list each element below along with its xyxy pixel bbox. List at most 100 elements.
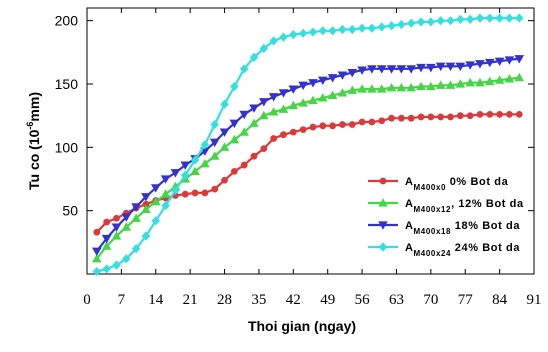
data-point	[368, 118, 376, 126]
legend-label: AM400x18 18% Bot da	[405, 220, 520, 236]
data-point	[445, 62, 456, 72]
data-point	[142, 200, 150, 208]
data-point	[426, 63, 436, 73]
data-point	[317, 76, 328, 85]
data-point	[131, 203, 141, 212]
data-point	[504, 74, 515, 83]
data-point	[180, 161, 191, 170]
data-point	[484, 76, 495, 86]
data-point	[506, 111, 513, 118]
data-point	[229, 134, 240, 144]
data-point	[376, 65, 387, 74]
data-point	[426, 17, 436, 27]
data-point	[170, 169, 181, 178]
data-point	[221, 176, 228, 184]
data-point	[435, 80, 446, 89]
data-point	[358, 118, 366, 126]
data-point	[111, 231, 122, 240]
legend-label-subscript: M400x0	[414, 183, 447, 192]
data-point	[102, 264, 111, 274]
data-point	[280, 131, 287, 139]
data-point	[268, 107, 279, 116]
data-point	[486, 111, 494, 118]
data-point	[396, 65, 407, 74]
data-point	[161, 201, 170, 211]
x-tick-label: 63	[389, 292, 404, 308]
data-point	[131, 213, 141, 222]
y-tick-label: 200	[55, 13, 79, 29]
data-point	[327, 90, 338, 99]
data-point	[278, 89, 289, 98]
data-point	[240, 161, 248, 169]
data-point	[407, 114, 415, 122]
data-point	[445, 80, 456, 89]
y-axis-title-prefix: Tu co (10	[26, 129, 42, 190]
legend-entry: AM400x12, 12% Bot da	[368, 198, 524, 214]
data-point	[289, 128, 297, 136]
data-point	[386, 83, 397, 92]
data-point	[337, 88, 348, 97]
legend-label-suffix: 18% Bot da	[451, 220, 520, 232]
data-point	[309, 123, 317, 131]
series-m400x24	[92, 13, 524, 277]
legend-entry: AM400x18 18% Bot da	[368, 220, 520, 236]
legend-label: AM400x0 0% Bot da	[405, 176, 509, 192]
data-point	[388, 114, 395, 122]
data-point	[416, 63, 426, 73]
legend-label-suffix: 0% Bot da	[446, 176, 509, 188]
y-axis-title: Tu co (10-6mm)	[25, 92, 42, 190]
legend-label-main: A	[405, 220, 414, 232]
data-point	[209, 138, 220, 148]
data-point	[111, 223, 122, 232]
data-point	[378, 117, 386, 125]
data-point	[455, 79, 466, 88]
plot-frame	[86, 7, 535, 275]
data-point	[141, 231, 151, 241]
data-point	[317, 93, 328, 102]
data-point	[250, 152, 258, 160]
data-point	[386, 65, 397, 74]
data-point	[496, 111, 504, 118]
data-point	[239, 110, 249, 120]
data-point	[209, 151, 220, 160]
data-point	[239, 127, 249, 136]
legend-label: AM400x12, 12% Bot da	[405, 198, 524, 214]
data-point	[466, 112, 474, 120]
data-point	[377, 22, 386, 32]
data-point	[514, 55, 525, 64]
data-point	[339, 121, 346, 128]
data-point	[329, 122, 337, 130]
data-point	[397, 19, 406, 30]
x-tick-label: 0	[83, 292, 91, 308]
x-tick-label: 91	[527, 292, 542, 308]
data-point	[279, 32, 288, 42]
data-point	[318, 26, 327, 36]
data-point	[308, 79, 318, 88]
data-point	[289, 30, 298, 40]
data-point	[357, 66, 367, 75]
data-point	[465, 77, 475, 87]
data-point	[397, 114, 405, 122]
legend-label-suffix: , 12% Bot da	[451, 198, 524, 210]
data-point	[435, 62, 446, 72]
data-point	[92, 266, 102, 277]
data-point	[101, 241, 112, 250]
data-point	[367, 65, 377, 74]
legend-label-subscript: M400x12	[414, 205, 452, 214]
data-point	[299, 126, 307, 133]
legend-entry: AM400x0 0% Bot da	[368, 176, 509, 192]
x-tick-label: 28	[217, 292, 232, 308]
data-point	[259, 110, 269, 120]
series-line	[96, 17, 520, 273]
data-point	[327, 74, 338, 83]
series-m400x12	[92, 72, 525, 263]
data-point	[406, 83, 416, 92]
data-point	[249, 104, 259, 113]
data-point	[427, 113, 435, 121]
legend-label-main: A	[405, 176, 414, 188]
data-point	[347, 69, 358, 78]
data-point	[113, 214, 120, 222]
data-point	[278, 104, 289, 113]
data-point	[446, 16, 455, 26]
